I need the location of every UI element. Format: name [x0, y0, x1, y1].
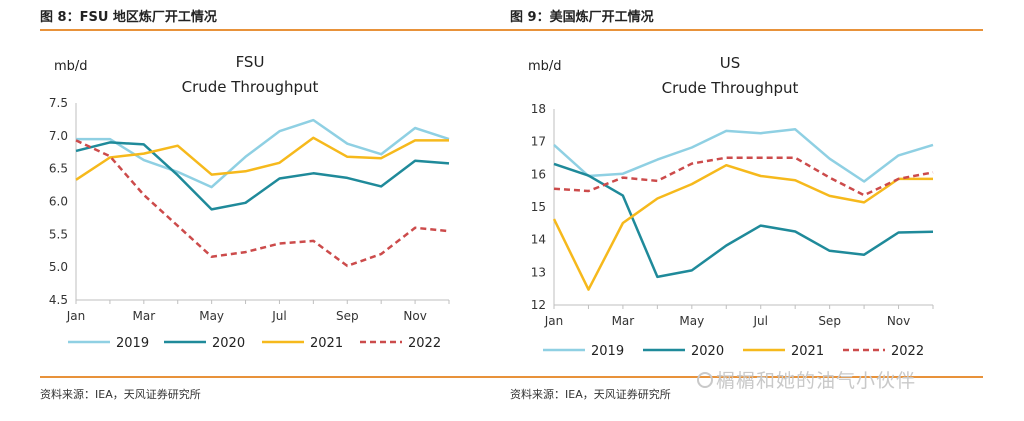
series-line-2022 — [75, 139, 450, 268]
y-tick-label: 12 — [531, 298, 546, 312]
y-tick-label: 6.0 — [49, 195, 68, 209]
legend-label-2021: 2021 — [791, 344, 824, 359]
legend-label-2019: 2019 — [591, 344, 624, 359]
chart-subtitle: Crude Throughput — [182, 78, 319, 96]
series-line-2020 — [553, 162, 934, 279]
y-tick-label: 6.5 — [49, 162, 68, 176]
chart-title: US — [720, 54, 741, 72]
y-axis-unit-label: mb/d — [54, 59, 88, 74]
x-tick-label: Nov — [403, 309, 426, 323]
legend-label-2020: 2020 — [691, 344, 724, 359]
series-line-2020 — [75, 141, 450, 211]
x-tick-label: Jan — [544, 314, 564, 328]
y-tick-label: 16 — [531, 167, 546, 181]
title-rule — [510, 29, 983, 31]
series-line-2021 — [75, 136, 449, 181]
series-line-2021 — [552, 163, 933, 291]
y-tick-label: 18 — [531, 102, 546, 116]
x-tick-label: Sep — [336, 309, 359, 323]
x-tick-label: Nov — [887, 314, 910, 328]
source-note: 资料来源：IEA，天风证券研究所 — [40, 388, 201, 401]
x-tick-label: May — [199, 309, 224, 323]
figure-panel-us: 图 9：美国炼厂开工情况 US Crude Throughput mb/d 12 13 1… — [510, 0, 983, 421]
series-line-2019 — [76, 118, 450, 189]
source-rule — [40, 376, 513, 378]
x-tick-label: Jan — [66, 309, 86, 323]
wechat-icon — [697, 372, 713, 388]
y-tick-label: 7.0 — [49, 129, 68, 143]
y-tick-label: 4.5 — [49, 293, 68, 307]
x-tick-label: Jul — [752, 314, 767, 328]
y-tick-label: 13 — [531, 265, 546, 279]
y-tick-label: 5.0 — [49, 260, 68, 274]
y-tick-label: 17 — [531, 135, 546, 149]
source-rule — [510, 376, 983, 378]
figure-title: 图 8：FSU 地区炼厂开工情况 — [40, 10, 217, 25]
us-line-chart: US Crude Throughput mb/d 12 13 14 15 16 17 18 Jan M… — [528, 54, 934, 359]
x-tick-label: Sep — [818, 314, 841, 328]
y-tick-label: 5.5 — [49, 227, 68, 241]
chart-subtitle: Crude Throughput — [662, 79, 799, 97]
legend-label-2019: 2019 — [116, 336, 149, 351]
legend-label-2021: 2021 — [310, 336, 343, 351]
series-line-2019 — [553, 128, 934, 183]
chart-title: FSU — [236, 53, 265, 71]
x-tick-label: May — [679, 314, 704, 328]
y-tick-label: 14 — [531, 233, 546, 247]
title-rule — [40, 29, 513, 31]
x-tick-label: Mar — [612, 314, 635, 328]
figure-title: 图 9：美国炼厂开工情况 — [510, 10, 654, 25]
y-tick-label: 7.5 — [49, 96, 68, 110]
x-tick-label: Jul — [271, 309, 286, 323]
series-line-2022 — [553, 156, 934, 197]
watermark-text: 榍榍和她的油气小伙伴 — [716, 370, 917, 392]
figure-panel-fsu: 图 8：FSU 地区炼厂开工情况 FSU Crude Throughput mb/d… — [40, 0, 513, 421]
x-tick-label: Mar — [132, 309, 155, 323]
legend-label-2022: 2022 — [408, 336, 441, 351]
source-note: 资料来源：IEA，天风证券研究所 — [510, 388, 671, 401]
y-tick-label: 15 — [531, 200, 546, 214]
legend-label-2022: 2022 — [891, 344, 924, 359]
legend-label-2020: 2020 — [212, 336, 245, 351]
fsu-line-chart: FSU Crude Throughput mb/d 4.5 5.0 5.5 6.0 6.5 7.… — [49, 53, 450, 351]
y-axis-unit-label: mb/d — [528, 59, 562, 74]
